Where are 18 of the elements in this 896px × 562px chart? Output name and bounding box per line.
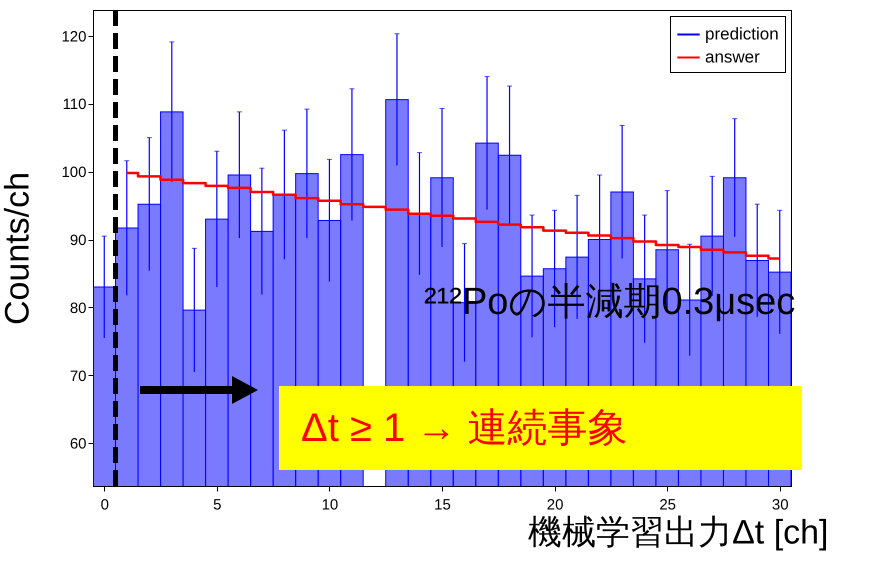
x-tick-label: 0	[100, 496, 109, 514]
legend-label: answer	[705, 48, 760, 66]
y-axis-title: Counts/ch	[0, 172, 36, 326]
y-tick-label: 100	[61, 164, 86, 182]
y-tick-label: 60	[70, 436, 86, 453]
y-tick-label: 80	[70, 300, 86, 317]
x-tick-label: 10	[322, 496, 338, 514]
x-tick-label: 15	[434, 496, 451, 514]
x-tick-label: 30	[772, 496, 789, 514]
y-tick-label: 110	[62, 96, 86, 114]
y-tick-label: 90	[70, 232, 86, 250]
x-tick-label: 25	[659, 496, 676, 514]
x-axis-title: 機械学習出力Δt [ch]	[528, 514, 828, 552]
legend-label: prediction	[705, 24, 779, 44]
y-tick-label: 70	[70, 368, 86, 385]
y-tick-label: 120	[61, 28, 86, 46]
x-tick-label: 5	[213, 496, 222, 514]
x-tick-label: 20	[546, 496, 564, 514]
